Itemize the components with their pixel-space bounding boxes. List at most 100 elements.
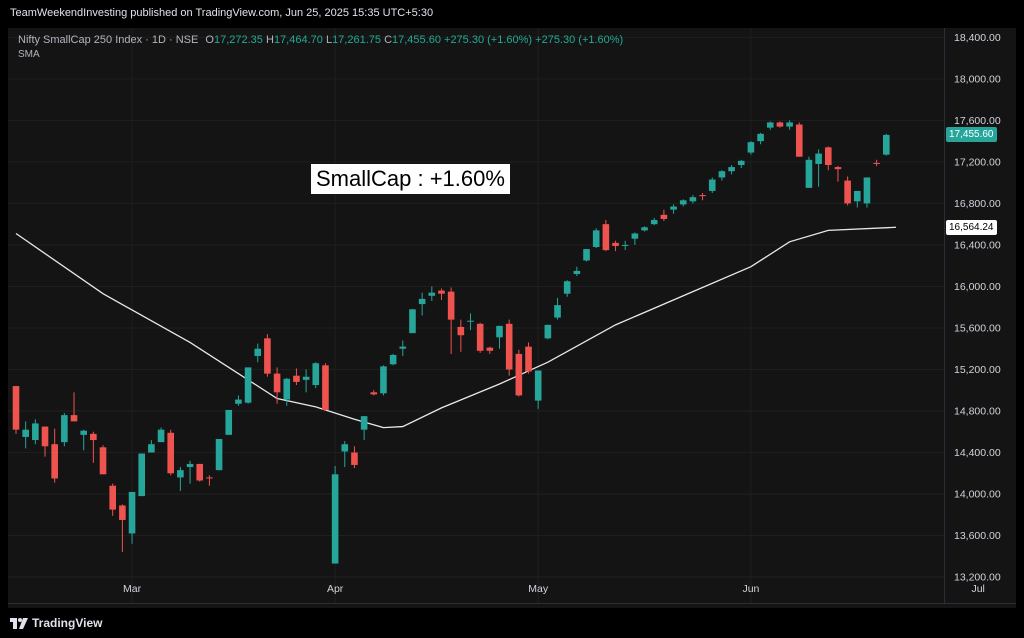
y-tick-label: 14,000.00 (954, 489, 1001, 501)
candle (119, 504, 126, 553)
candle (863, 177, 871, 208)
candle-body (360, 416, 368, 430)
tradingview-brand: TradingView (32, 616, 103, 630)
y-tick-label: 13,600.00 (954, 530, 1001, 542)
candle (138, 453, 146, 497)
candle (486, 346, 494, 354)
candle-body (815, 153, 822, 164)
sma-value-tag: 16,564.24 (946, 219, 997, 235)
candle (80, 429, 87, 451)
candle-body (660, 214, 668, 219)
candle-body (728, 167, 735, 172)
candle-body (351, 452, 358, 465)
chart-frame[interactable]: 13,200.00 13,600.00 14,000.00 14,400.00 14,8… (8, 28, 1016, 608)
candle-body (737, 160, 745, 166)
candle-body (467, 320, 474, 322)
candle (447, 287, 455, 354)
symbol-legend[interactable]: Nifty SmallCap 250 Index · 1D · NSE O17,… (18, 34, 623, 46)
candle-body (805, 159, 813, 188)
y-tick-label: 18,000.00 (954, 73, 1001, 85)
candle (641, 226, 648, 232)
candle (766, 121, 774, 130)
candle-body (32, 423, 39, 441)
last-price-tag: 17,455.60 (946, 127, 997, 143)
candle (293, 368, 300, 386)
candle (544, 324, 552, 340)
candle-body (186, 463, 194, 468)
candle (302, 369, 310, 393)
candle (273, 367, 281, 404)
candle-body (699, 195, 706, 197)
candle (621, 240, 629, 251)
candle-body (215, 439, 223, 471)
candle-body (515, 353, 523, 396)
candle (264, 334, 271, 377)
candle-body (99, 447, 107, 475)
y-tick-label: 17,600.00 (954, 115, 1001, 127)
y-tick-label: 16,800.00 (954, 198, 1001, 210)
candle (583, 249, 590, 262)
candle-body (747, 142, 755, 153)
candle (563, 280, 571, 297)
candle (592, 228, 600, 249)
candle (157, 427, 165, 443)
candle (795, 122, 803, 157)
candle (883, 133, 890, 156)
candle (805, 156, 813, 188)
candle-body (235, 399, 242, 404)
candle-body (612, 242, 619, 246)
candle-body (766, 122, 774, 128)
candle-body (602, 224, 610, 251)
candle-body (341, 444, 349, 452)
footer-bar: TradingView (0, 608, 1024, 638)
candle (418, 292, 426, 316)
candle-body (293, 375, 300, 382)
candle-body (621, 244, 629, 246)
candle (438, 288, 445, 300)
candle (177, 467, 184, 491)
candle (341, 441, 349, 468)
candle (525, 342, 532, 374)
change-value-secondary: +275.30 (+1.60%) (535, 34, 624, 46)
time-axis-divider (8, 603, 1016, 604)
indicator-legend[interactable]: SMA (18, 49, 40, 60)
x-tick-label: Jul (971, 583, 985, 595)
candle-body (505, 323, 513, 370)
candle-body (525, 346, 532, 372)
candle-body (476, 323, 484, 351)
candle (380, 365, 387, 396)
price-axis[interactable]: 13,200.00 13,600.00 14,000.00 14,400.00 14,8… (944, 28, 1016, 603)
candle-body (70, 415, 78, 422)
candle-body (670, 206, 677, 210)
candle-body (12, 386, 20, 430)
candle (235, 395, 242, 406)
candle-body (206, 477, 213, 479)
candle-body (844, 180, 851, 204)
candle-body (650, 220, 658, 225)
candle-body (273, 373, 281, 393)
candle (679, 199, 687, 207)
open-value: 17,272.35 (213, 34, 263, 46)
tradingview-logo[interactable]: TradingView (10, 616, 102, 630)
open-label: O (205, 34, 214, 46)
candle-body (853, 190, 861, 202)
price-axis-divider (944, 28, 945, 603)
candle-body (51, 444, 58, 479)
publisher-bar: TeamWeekendInvesting published on Tradin… (0, 0, 1024, 26)
candle (873, 159, 880, 167)
candle (650, 217, 658, 226)
candle-body (486, 347, 494, 351)
symbol-name: Nifty SmallCap 250 Index · 1D · NSE (18, 34, 199, 46)
candle (815, 149, 822, 187)
candle (718, 170, 726, 181)
sma-line (15, 226, 896, 429)
candle-body (757, 133, 764, 142)
candle-body (573, 270, 581, 274)
candle (728, 165, 735, 175)
annotation-label: SmallCap : +1.60% (311, 164, 510, 194)
candle-body (631, 233, 639, 239)
candle (61, 413, 68, 447)
candle (370, 390, 378, 396)
candle-body (302, 376, 310, 380)
chart-plot[interactable] (8, 28, 944, 603)
